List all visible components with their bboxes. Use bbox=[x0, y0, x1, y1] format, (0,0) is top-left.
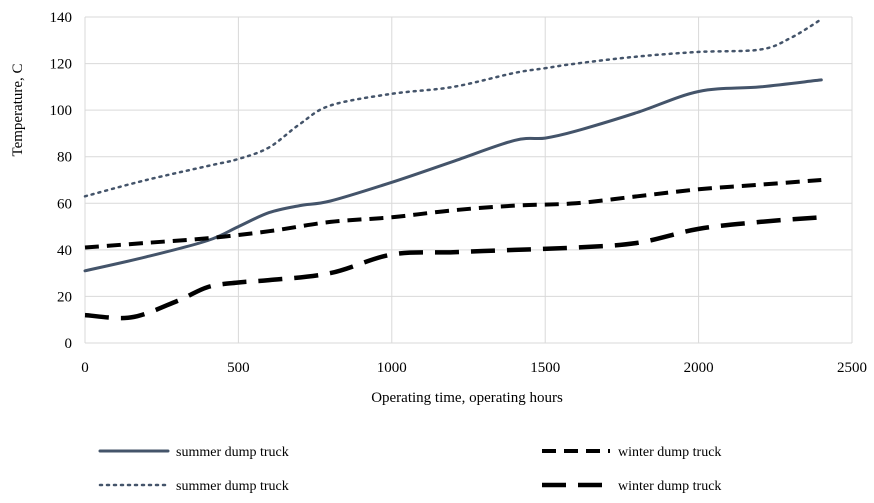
x-tick-label: 1500 bbox=[530, 360, 560, 376]
x-tick-label: 2500 bbox=[837, 360, 867, 376]
legend-label-1: summer dump truck bbox=[176, 445, 289, 460]
y-tick-label: 20 bbox=[57, 289, 72, 305]
x-tick-label: 2000 bbox=[684, 360, 714, 376]
series-lines bbox=[83, 18, 823, 321]
series-line-3 bbox=[83, 18, 823, 198]
x-tick-label: 500 bbox=[227, 360, 250, 376]
x-tick-labels: 0 500 1000 1500 2000 2500 bbox=[81, 360, 867, 376]
x-tick-label: 1000 bbox=[377, 360, 407, 376]
series-line-4 bbox=[84, 215, 822, 321]
series-line-2 bbox=[84, 178, 822, 250]
grid-lines bbox=[84, 16, 853, 344]
legend-label-4: winter dump truck bbox=[618, 479, 721, 494]
legend: summer dump truck winter dump truck summer… bbox=[98, 445, 721, 494]
y-tick-labels: 0 20 40 60 80 100 120 140 bbox=[50, 10, 73, 352]
x-tick-label: 0 bbox=[81, 360, 89, 376]
legend-label-2: winter dump truck bbox=[618, 445, 721, 460]
y-axis-title: Temperature, C bbox=[10, 63, 26, 156]
y-tick-label: 60 bbox=[57, 196, 72, 212]
y-tick-label: 0 bbox=[65, 336, 73, 352]
y-tick-label: 120 bbox=[50, 57, 73, 73]
y-tick-label: 140 bbox=[50, 10, 73, 26]
series-line-1 bbox=[83, 78, 823, 273]
y-tick-label: 80 bbox=[57, 150, 72, 166]
y-tick-label: 100 bbox=[50, 103, 73, 119]
y-tick-label: 40 bbox=[57, 243, 72, 259]
x-axis-title: Operating time, operating hours bbox=[371, 390, 563, 406]
legend-label-3: summer dump truck bbox=[176, 479, 289, 494]
